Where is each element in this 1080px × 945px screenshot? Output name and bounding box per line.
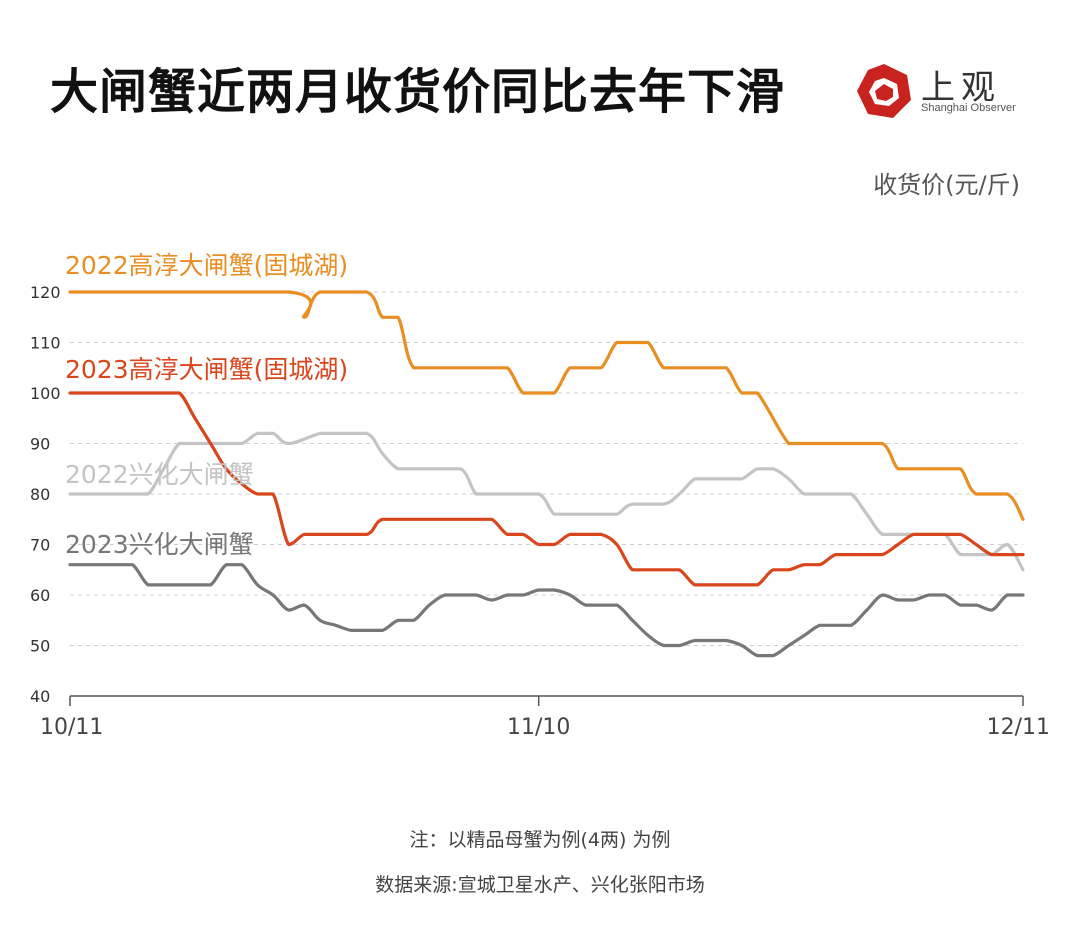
logo-text-cn: 上观: [921, 68, 1001, 108]
series-label: 2022高淳大闸蟹(固城湖): [65, 251, 348, 280]
y-tick-label: 80: [30, 485, 50, 504]
y-tick-label: 90: [30, 435, 50, 454]
series-line: [68, 563, 1025, 658]
logo-text-en: Shanghai Observer: [921, 102, 1016, 114]
series-label: 2023高淳大闸蟹(固城湖): [65, 355, 348, 384]
x-tick-label: 11/10: [507, 715, 570, 740]
series-line: [68, 290, 1025, 521]
y-tick-label: 70: [30, 536, 50, 555]
series-layer: [68, 290, 1025, 658]
footnote: 注：以精品母蟹为例(4两) 为例: [409, 829, 671, 851]
series-line: [68, 391, 1025, 587]
line-chart: 40 50 60 70 80 90 100 110 120 10/11 11/10 12/11 202…: [30, 251, 1050, 740]
y-tick-label: 110: [30, 334, 61, 353]
y-tick-label: 100: [30, 384, 61, 403]
x-tick-label: 12/11: [987, 715, 1050, 740]
series-label: 2023兴化大闸蟹: [65, 530, 254, 559]
brand-logo: 上观 Shanghai Observer: [855, 62, 1030, 122]
series-label: 2022兴化大闸蟹: [65, 460, 254, 489]
x-tick-label: 10/11: [40, 715, 103, 740]
grid-layer: 40 50 60 70 80 90 100 110 120 10/11 11/10 12/11: [30, 283, 1050, 740]
y-tick-label: 60: [30, 586, 50, 605]
shanghai-observer-logo-icon: [857, 64, 911, 118]
data-source: 数据来源:宣城卫星水产、兴化张阳市场: [375, 874, 705, 896]
label-layer: 2022高淳大闸蟹(固城湖) 2023高淳大闸蟹(固城湖) 2022兴化大闸蟹 202…: [65, 251, 348, 559]
y-tick-label: 40: [30, 687, 50, 706]
y-tick-label: 120: [30, 283, 61, 302]
y-axis-unit-label: 收货价(元/斤): [873, 171, 1020, 199]
page-title: 大闸蟹近两月收货价同比去年下滑: [50, 64, 786, 120]
series-line: [68, 431, 1025, 572]
y-tick-label: 50: [30, 637, 50, 656]
